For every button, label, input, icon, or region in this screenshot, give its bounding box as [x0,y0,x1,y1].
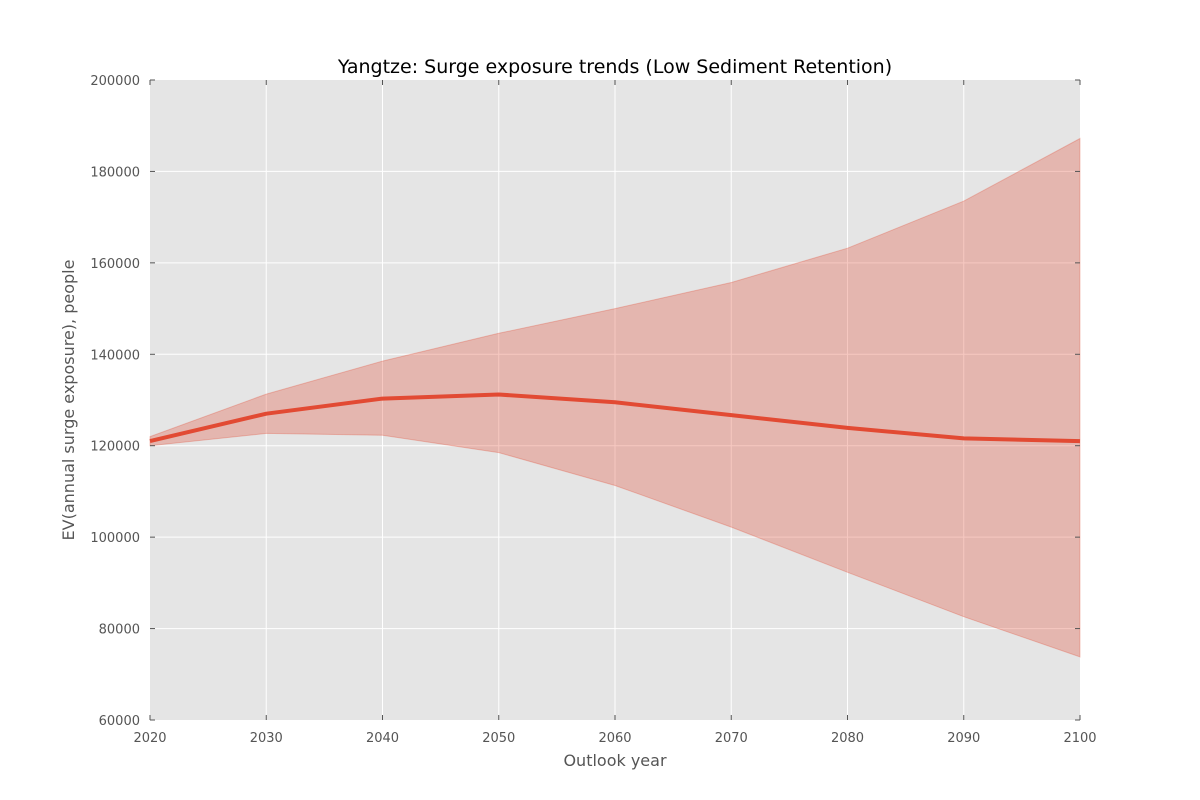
chart-title: Yangtze: Surge exposure trends (Low Sedi… [337,56,892,78]
tick-labels: 2020 2030 2040 2050 2060 2070 2080 2090 2100 6000… [90,74,1096,746]
x-tick-label: 2030 [250,731,283,746]
y-tick-label: 160000 [90,257,140,272]
series-line [149,392,1081,444]
uncertainty-band-group [149,137,1081,658]
x-axis-label: Outlook year [563,751,667,770]
x-tick-label: 2100 [1063,731,1096,746]
y-tick-label: 100000 [90,531,140,546]
x-tick-label: 2080 [831,731,864,746]
y-tick-label: 180000 [90,165,140,180]
x-tick-label: 2040 [366,731,399,746]
x-tick-label: 2070 [715,731,748,746]
x-tick-label: 2060 [598,731,631,746]
x-tick-label: 2050 [482,731,515,746]
y-tick-label: 200000 [90,74,140,89]
x-tick-label: 2090 [947,731,980,746]
y-tick-label: 60000 [99,714,140,729]
y-axis-label: EV(annual surge exposure), people [59,260,78,541]
y-tick-label: 120000 [90,440,140,455]
y-tick-label: 140000 [90,348,140,363]
uncertainty-band [149,137,1081,658]
series-lines [149,392,1081,444]
axis-ticks [149,79,1081,721]
y-tick-label: 80000 [99,623,140,638]
x-tick-label: 2020 [133,731,166,746]
